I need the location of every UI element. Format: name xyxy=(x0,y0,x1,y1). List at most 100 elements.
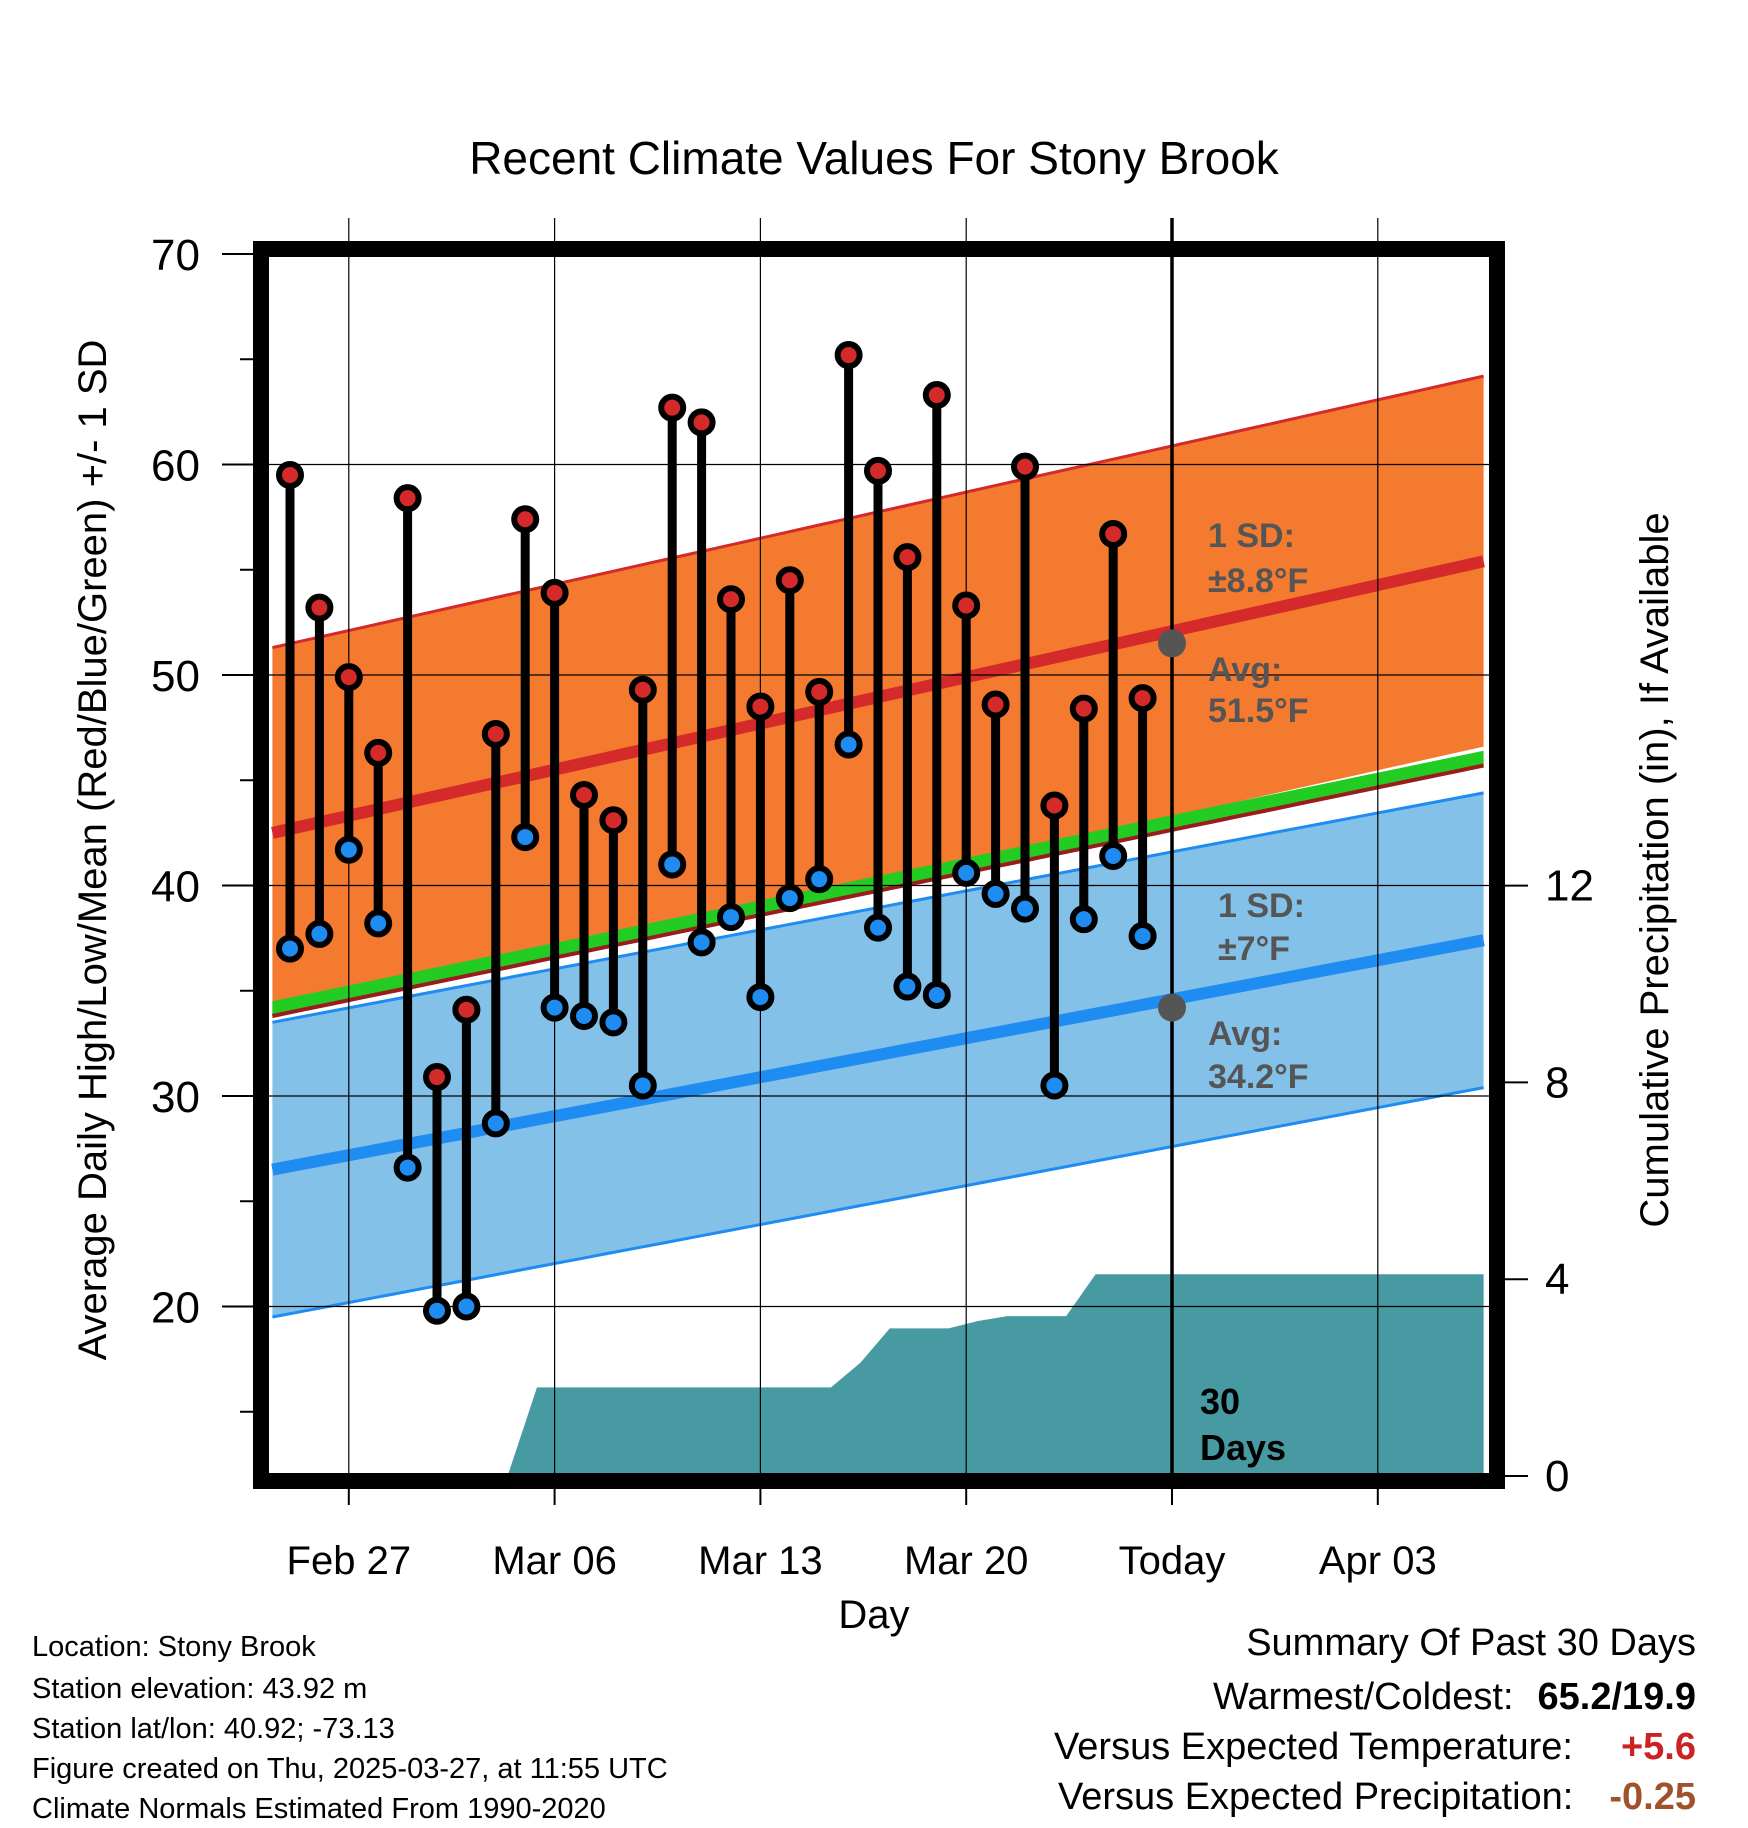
daily-low-point xyxy=(452,1292,481,1321)
daily-low-point xyxy=(481,1109,510,1138)
daily-low-point xyxy=(834,730,863,759)
x-tick-label: Mar 20 xyxy=(904,1539,1029,1583)
daily-low-point xyxy=(599,1008,628,1037)
figure-created: Figure created on Thu, 2025-03-27, at 11… xyxy=(32,1753,668,1785)
daily-low-point xyxy=(717,903,745,932)
y-tick-label: 70 xyxy=(151,231,200,280)
daily-high-point xyxy=(717,585,745,614)
high-avg-label: Avg: xyxy=(1208,651,1282,689)
daily-low-point xyxy=(658,850,687,879)
daily-low-point xyxy=(364,909,393,938)
daily-low-point xyxy=(276,934,304,963)
daily-high-point xyxy=(276,461,304,490)
daily-low-point xyxy=(952,858,981,887)
daily-low-point xyxy=(334,835,363,864)
daily-high-point xyxy=(452,995,481,1024)
chart-title: Recent Climate Values For Stony Brook xyxy=(469,132,1280,184)
summary-precip-row: Versus Expected Precipitation: -0.25 xyxy=(1058,1776,1696,1819)
daily-low-point xyxy=(393,1153,422,1182)
y2-tick-label: 4 xyxy=(1545,1255,1569,1304)
low-sd-label: 1 SD: xyxy=(1218,887,1305,925)
daily-low-point xyxy=(805,865,834,894)
x-axis-label: Day xyxy=(838,1593,909,1637)
today-low-avg-marker xyxy=(1158,993,1186,1022)
daily-high-point xyxy=(805,677,834,706)
daily-low-point xyxy=(305,919,334,948)
high-sd-value: ±8.8°F xyxy=(1208,562,1308,600)
daily-high-point xyxy=(1099,519,1128,548)
daily-high-point xyxy=(570,780,598,809)
daily-high-point xyxy=(658,393,687,422)
x-tick-label: Today xyxy=(1119,1539,1226,1583)
daily-low-point xyxy=(981,879,1010,908)
daily-low-point xyxy=(687,928,716,957)
daily-low-point xyxy=(864,913,892,942)
y2-tick-label: 8 xyxy=(1545,1058,1569,1107)
summary-temp-row: Versus Expected Temperature: +5.6 xyxy=(1054,1726,1696,1769)
station-elevation: Station elevation: 43.92 m xyxy=(32,1673,368,1705)
daily-high-point xyxy=(952,591,981,620)
daily-low-point xyxy=(922,980,951,1009)
summary-warmest-row: Warmest/Coldest: 65.2/19.9 xyxy=(1213,1676,1696,1719)
daily-low-point xyxy=(511,823,540,852)
y2-tick-label: 0 xyxy=(1545,1452,1569,1501)
temp-label: Versus Expected Temperature: xyxy=(1054,1726,1573,1768)
low-minus-sd-line xyxy=(272,1086,1484,1319)
daily-high-point xyxy=(893,543,922,572)
daily-low-point xyxy=(423,1296,451,1325)
daily-low-point xyxy=(1040,1071,1069,1100)
daily-high-point xyxy=(922,381,951,410)
daily-high-point xyxy=(1128,684,1157,713)
y-axis-label: Average Daily High/Low/Mean (Red/Blue/Gr… xyxy=(71,340,115,1361)
daily-high-point xyxy=(481,719,510,748)
x-tick-label: Mar 06 xyxy=(492,1539,617,1583)
y-tick-label: 30 xyxy=(151,1073,200,1122)
daily-high-point xyxy=(599,806,628,835)
y-tick-label: 50 xyxy=(151,652,200,701)
today-high-avg-marker xyxy=(1158,629,1186,658)
days-number: 30 xyxy=(1200,1381,1240,1422)
daily-low-point xyxy=(746,983,775,1012)
daily-high-point xyxy=(364,738,393,767)
daily-high-point xyxy=(628,675,657,704)
station-latlon: Station lat/lon: 40.92; -73.13 xyxy=(32,1713,395,1745)
daily-high-point xyxy=(423,1063,451,1092)
daily-low-point xyxy=(1069,905,1098,934)
low-avg-value: 34.2°F xyxy=(1208,1058,1309,1096)
daily-low-point xyxy=(1099,842,1128,871)
daily-high-point xyxy=(834,341,863,370)
daily-low-point xyxy=(893,972,922,1001)
warmest-label: Warmest/Coldest: xyxy=(1212,1676,1514,1718)
daily-low-point xyxy=(628,1071,657,1100)
climate-normals-period: Climate Normals Estimated From 1990-2020 xyxy=(32,1793,606,1825)
x-tick-label: Apr 03 xyxy=(1319,1539,1437,1583)
temp-value: +5.6 xyxy=(1620,1726,1696,1768)
daily-low-point xyxy=(1011,894,1039,923)
y2-axis-label: Cumulative Precipitation (in), If Availa… xyxy=(1633,512,1677,1227)
daily-high-point xyxy=(746,692,775,721)
days-word: Days xyxy=(1200,1427,1286,1468)
low-avg-label: Avg: xyxy=(1208,1015,1282,1053)
normal-low-line xyxy=(271,934,1485,1176)
daily-high-point xyxy=(334,663,363,692)
precipitation-area xyxy=(272,1274,1484,1476)
daily-high-point xyxy=(1040,791,1069,820)
precip-label: Versus Expected Precipitation: xyxy=(1057,1776,1574,1818)
daily-high-point xyxy=(981,690,1010,719)
y-tick-label: 40 xyxy=(151,863,200,912)
daily-high-point xyxy=(687,408,716,437)
y2-tick-label: 12 xyxy=(1545,862,1594,911)
daily-high-point xyxy=(511,505,540,534)
daily-low-point xyxy=(1128,922,1157,951)
plot-frame xyxy=(253,241,1505,1489)
y-tick-label: 60 xyxy=(151,442,200,491)
y-tick-label: 20 xyxy=(151,1284,200,1333)
daily-high-point xyxy=(1069,694,1098,723)
daily-high-point xyxy=(305,593,334,622)
x-tick-label: Feb 27 xyxy=(287,1539,412,1583)
daily-high-point xyxy=(1011,452,1039,481)
daily-high-point xyxy=(393,484,422,513)
x-tick-label: Mar 13 xyxy=(698,1539,823,1583)
daily-low-point xyxy=(540,993,569,1022)
